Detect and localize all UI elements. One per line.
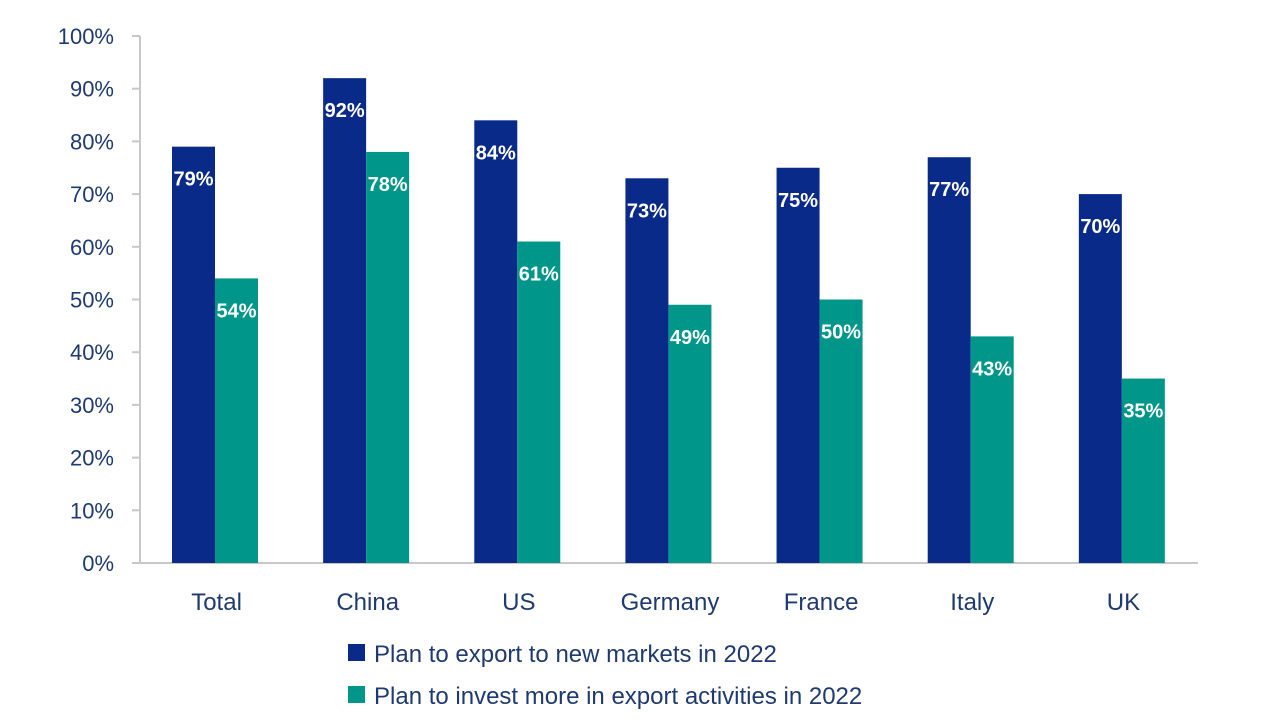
bar-export-new-markets bbox=[776, 167, 820, 563]
data-label: 77% bbox=[929, 179, 969, 201]
legend-label: Plan to export to new markets in 2022 bbox=[374, 641, 777, 668]
x-category-label: Germany bbox=[621, 589, 720, 616]
data-label: 79% bbox=[173, 169, 213, 191]
x-category-label: UK bbox=[1107, 589, 1140, 616]
bar-export-new-markets bbox=[625, 178, 669, 564]
x-category-label: France bbox=[784, 589, 859, 616]
bar-invest-export-activities bbox=[668, 304, 712, 563]
legend-swatch bbox=[348, 644, 365, 661]
x-category-label: US bbox=[502, 589, 535, 616]
y-tick-label: 30% bbox=[70, 393, 114, 418]
data-label: 43% bbox=[972, 358, 1012, 380]
bar-invest-export-activities bbox=[366, 151, 410, 563]
y-tick-label: 60% bbox=[70, 235, 114, 260]
y-tick-label: 100% bbox=[58, 24, 114, 49]
y-tick-label: 10% bbox=[70, 498, 114, 523]
data-label: 73% bbox=[627, 200, 667, 222]
bar-invest-export-activities bbox=[970, 336, 1014, 563]
x-axis: Total China US Germany France Italy UK bbox=[140, 562, 1198, 616]
data-label: 75% bbox=[778, 190, 818, 212]
bar-export-new-markets bbox=[323, 78, 367, 563]
bar-export-new-markets bbox=[927, 157, 971, 563]
data-label: 61% bbox=[519, 264, 559, 286]
data-label: 78% bbox=[368, 174, 408, 196]
bar-invest-export-activities bbox=[215, 278, 258, 563]
y-tick-label: 90% bbox=[70, 77, 114, 102]
bar-export-new-markets bbox=[1078, 194, 1122, 563]
legend: Plan to export to new markets in 2022 Pla… bbox=[348, 641, 862, 710]
y-tick-label: 70% bbox=[70, 182, 114, 207]
legend-label: Plan to invest more in export activities… bbox=[374, 683, 862, 710]
y-tick-label: 20% bbox=[70, 446, 114, 471]
bar-export-new-markets bbox=[172, 146, 215, 564]
bar-invest-export-activities bbox=[819, 299, 863, 563]
data-label: 70% bbox=[1080, 216, 1120, 238]
data-label: 49% bbox=[670, 327, 710, 349]
legend-swatch bbox=[348, 686, 365, 703]
bar-export-new-markets bbox=[474, 120, 518, 563]
y-tick-label: 40% bbox=[70, 340, 114, 365]
data-labels: 79% 54% 92% 78% 84% 61% 73% 49% 75% 50% 77% 43% 70% 3… bbox=[173, 100, 1163, 422]
data-label: 50% bbox=[821, 322, 861, 344]
data-label: 35% bbox=[1123, 401, 1163, 423]
x-category-label: China bbox=[336, 589, 399, 616]
data-label: 54% bbox=[216, 300, 256, 322]
y-tick-label: 50% bbox=[70, 288, 114, 313]
bars bbox=[172, 78, 1165, 564]
data-label: 92% bbox=[325, 100, 365, 122]
x-category-label: Total bbox=[191, 589, 242, 616]
y-tick-label: 80% bbox=[70, 129, 114, 154]
bar-invest-export-activities bbox=[517, 241, 561, 563]
bar-invest-export-activities bbox=[1121, 378, 1165, 563]
y-tick-label: 0% bbox=[82, 551, 114, 576]
x-category-label: Italy bbox=[950, 589, 994, 616]
y-axis: 0% 10% 20% 30% 40% 50% 60% 70% 80% 90% 100% bbox=[58, 24, 141, 576]
data-label: 84% bbox=[476, 142, 516, 164]
